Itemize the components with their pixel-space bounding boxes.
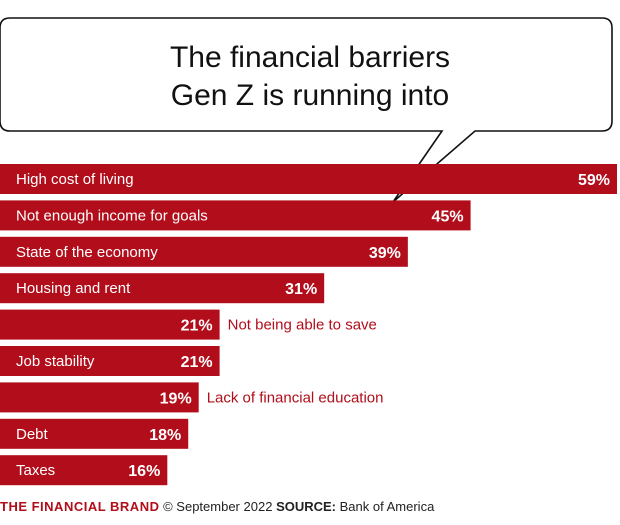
copyright-text: © September 2022 (163, 499, 273, 514)
footer: THE FINANCIAL BRAND © September 2022 SOU… (0, 499, 620, 517)
value-label-0: 59% (578, 172, 610, 189)
category-label-1: Not enough income for goals (16, 207, 208, 224)
value-label-3: 31% (285, 281, 317, 298)
brand-logo-text: THE FINANCIAL BRAND (0, 499, 160, 514)
bar-4 (0, 309, 220, 340)
category-label-7: Debt (16, 426, 49, 443)
bar-0 (0, 164, 617, 194)
chart-title-line-2: Gen Z is running into (171, 79, 449, 112)
chart-title-line-1: The financial barriers (170, 41, 450, 74)
source-label: SOURCE: (276, 499, 337, 514)
bar-3 (0, 273, 325, 304)
title-callout: The financial barriers Gen Z is running … (0, 17, 613, 203)
category-label-6: Lack of financial education (207, 389, 384, 406)
value-label-2: 39% (369, 245, 401, 262)
category-label-5: Job stability (16, 353, 95, 370)
value-label-4: 21% (181, 318, 213, 335)
value-label-8: 16% (128, 463, 160, 480)
value-label-6: 19% (160, 390, 192, 407)
bar-8 (0, 455, 168, 486)
bar-7 (0, 418, 189, 449)
value-label-1: 45% (432, 208, 464, 225)
bar-5 (0, 346, 220, 376)
bars-group: 59% High cost of living 45% Not enough inco… (0, 164, 617, 486)
bar-2 (0, 236, 408, 267)
bar-6 (0, 382, 199, 413)
value-label-7: 18% (149, 427, 181, 444)
category-label-3: Housing and rent (16, 280, 131, 297)
category-label-2: State of the economy (16, 244, 158, 261)
source-text: Bank of America (339, 499, 435, 514)
bar-chart: The financial barriers Gen Z is running … (0, 17, 617, 486)
category-label-0: High cost of living (16, 171, 134, 188)
category-label-4: Not being able to save (228, 317, 377, 334)
category-label-8: Taxes (16, 462, 55, 479)
bar-1 (0, 200, 471, 231)
value-label-5: 21% (181, 354, 213, 371)
